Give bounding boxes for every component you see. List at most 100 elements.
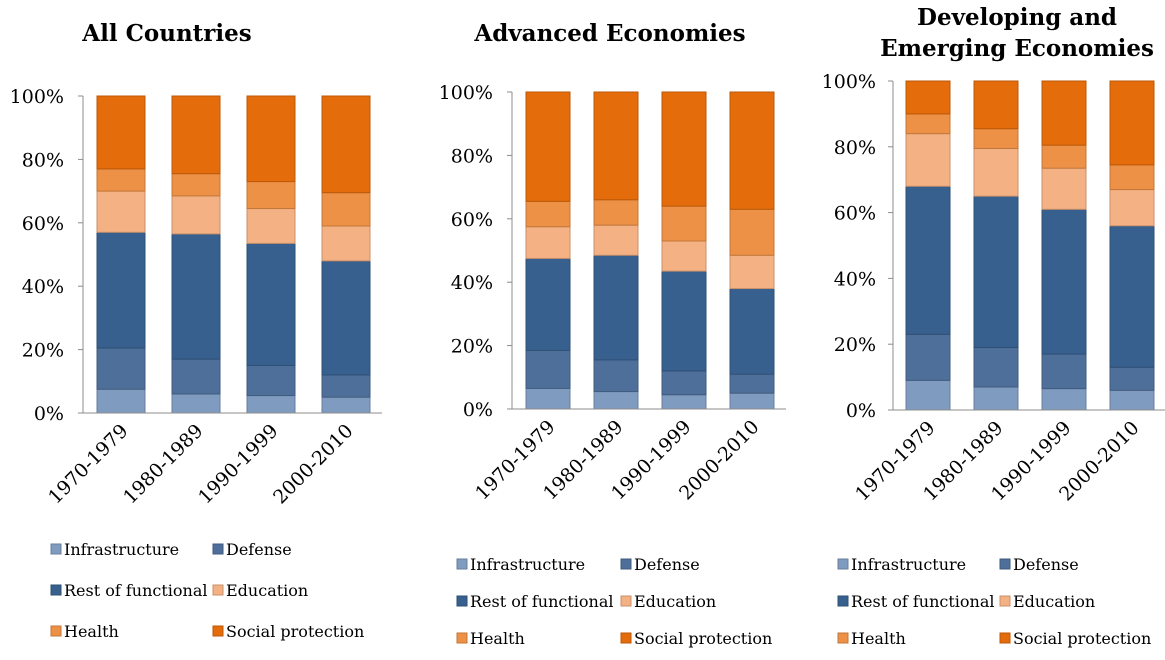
legend-swatch-defense <box>212 543 224 555</box>
bar-segment-social-protection <box>96 95 146 170</box>
y-tick-label: 40% <box>834 268 876 290</box>
legend-label: Education <box>634 592 716 611</box>
bar-segment-rest-of-functional <box>661 270 707 372</box>
bar-segment-defense <box>661 370 707 396</box>
bar-segment-social-protection <box>593 91 639 201</box>
bar-segment-infrastructure <box>661 394 707 410</box>
y-tick-label: 20% <box>834 334 876 356</box>
bar-segment-rest-of-functional <box>525 257 571 351</box>
bar-segment-rest-of-functional <box>905 185 951 335</box>
bar-segment-education <box>246 208 296 244</box>
legend-swatch-social-protection <box>999 632 1011 644</box>
legend-swatch-rest-of-functional <box>837 595 849 607</box>
x-tick-label: 1970-1979 <box>44 420 132 508</box>
bar-segment-rest-of-functional <box>1041 208 1087 355</box>
chart-title: Developing and <box>917 4 1117 31</box>
bar-segment-social-protection <box>729 91 775 210</box>
chart-panel-1: All Countries 0% 20% 40% 60% 80% 100% 1970-1979… <box>10 20 382 641</box>
bar-segment-health <box>1109 164 1155 191</box>
bar-segment-social-protection <box>661 91 707 207</box>
legend-swatch-defense <box>999 558 1011 570</box>
bar-segment-infrastructure <box>525 387 571 410</box>
bar-segment-social-protection <box>1041 80 1087 146</box>
legend-label: Education <box>226 581 308 600</box>
legend-swatch-social-protection <box>212 625 224 637</box>
bar-segment-social-protection <box>973 80 1019 130</box>
bar-segment-rest-of-functional <box>246 242 296 366</box>
legend-label: Health <box>64 622 119 641</box>
bar-segment-social-protection <box>1109 80 1155 166</box>
x-tick-label: 2000-2010 <box>269 420 357 508</box>
legend-label: Defense <box>634 555 700 574</box>
bar-segment-rest-of-functional <box>96 231 146 349</box>
legend-label: Defense <box>226 540 292 559</box>
legend-swatch-education <box>999 595 1011 607</box>
bar-segment-health <box>729 208 775 256</box>
bar-segment-infrastructure <box>593 391 639 410</box>
y-tick-label: 20% <box>451 336 493 358</box>
bar-segment-education <box>321 225 371 262</box>
bar-segment-rest-of-functional <box>973 195 1019 348</box>
bar-segment-defense <box>171 358 221 395</box>
bar-segment-health <box>96 168 146 192</box>
chart-title: Advanced Economies <box>473 20 745 47</box>
y-tick-label: 60% <box>22 213 64 235</box>
y-tick-label: 0% <box>463 399 493 421</box>
chart-legend: Infrastructure Defense Rest of functional E… <box>50 540 364 641</box>
legend-swatch-health <box>50 625 62 637</box>
bar-segment-defense <box>593 359 639 393</box>
bar-segment-social-protection <box>905 80 951 115</box>
chart-legend: Infrastructure Defense Rest of functional E… <box>456 555 772 648</box>
bar-segment-rest-of-functional <box>729 288 775 375</box>
bar-segment-defense <box>1109 366 1155 391</box>
bar-segment-education <box>593 224 639 256</box>
legend-label: Social protection <box>634 629 772 648</box>
bar-segment-education <box>1041 167 1087 210</box>
y-tick-label: 20% <box>22 340 64 362</box>
bar-segment-rest-of-functional <box>321 260 371 376</box>
bar-segment-infrastructure <box>246 395 296 414</box>
bar-segment-education <box>171 195 221 235</box>
bar-segment-health <box>1041 144 1087 169</box>
chart-panel-3: Developing and Emerging Economies 0% 20% 40%… <box>822 4 1165 648</box>
bar-segment-education <box>661 240 707 272</box>
legend-swatch-rest-of-functional <box>456 595 468 607</box>
legend-swatch-infrastructure <box>456 558 468 570</box>
bar-segment-defense <box>96 347 146 390</box>
bar-segment-infrastructure <box>1109 389 1155 411</box>
y-tick-label: 40% <box>451 272 493 294</box>
y-tick-label: 0% <box>846 400 876 422</box>
legend-label: Rest of functional <box>851 592 995 611</box>
bar-segment-defense <box>321 374 371 398</box>
y-tick-label: 60% <box>451 209 493 231</box>
legend-swatch-health <box>456 632 468 644</box>
bar-segment-health <box>593 199 639 226</box>
legend-swatch-infrastructure <box>837 558 849 570</box>
y-tick-label: 80% <box>22 149 64 171</box>
bar-segment-health <box>525 200 571 228</box>
legend-label: Health <box>851 629 906 648</box>
bar-segment-defense <box>729 373 775 394</box>
bar-segment-rest-of-functional <box>171 233 221 360</box>
x-tick-label: 1980-1989 <box>119 420 207 508</box>
legend-swatch-education <box>212 584 224 596</box>
bar-segment-infrastructure <box>171 393 221 414</box>
y-tick-label: 100% <box>10 86 64 108</box>
bar-segment-health <box>661 205 707 242</box>
legend-swatch-infrastructure <box>50 543 62 555</box>
bar-segment-education <box>973 147 1019 197</box>
y-tick-label: 100% <box>439 82 493 104</box>
bar-segment-social-protection <box>321 95 371 194</box>
y-tick-label: 0% <box>34 403 64 425</box>
bar-segment-infrastructure <box>973 386 1019 411</box>
legend-label: Infrastructure <box>851 555 966 574</box>
legend-swatch-defense <box>620 558 632 570</box>
y-tick-label: 60% <box>834 203 876 225</box>
bar-segment-health <box>973 128 1019 149</box>
legend-swatch-social-protection <box>620 632 632 644</box>
x-tick-label: 1990-1999 <box>194 420 282 508</box>
bar-segment-education <box>729 254 775 290</box>
bar-segment-infrastructure <box>905 379 951 411</box>
bar-segment-infrastructure <box>96 388 146 414</box>
bar-segment-defense <box>1041 353 1087 390</box>
